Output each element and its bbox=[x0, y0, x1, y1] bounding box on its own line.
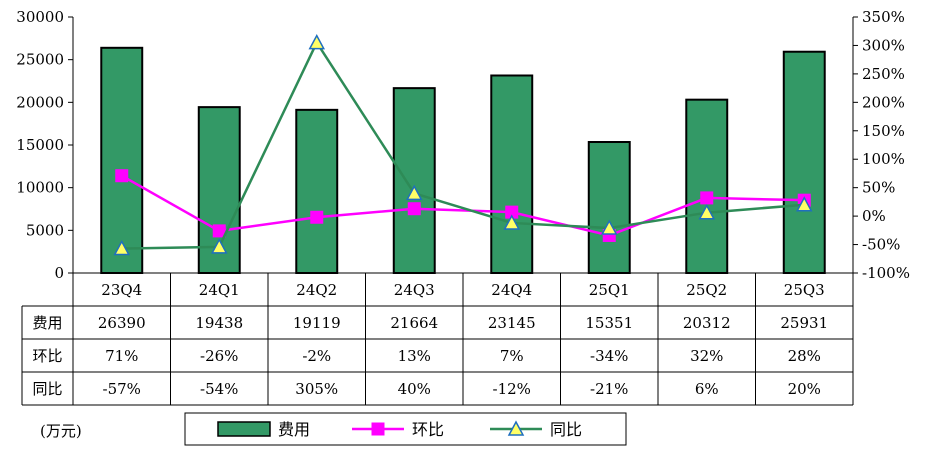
point-同比-23Q4 bbox=[113, 239, 131, 256]
table-cell: 6% bbox=[695, 380, 719, 398]
point-环比-24Q2 bbox=[310, 210, 324, 224]
table-cell: -2% bbox=[302, 347, 331, 365]
y-right-tick-label: 50% bbox=[862, 179, 895, 197]
table-cell: -57% bbox=[103, 380, 141, 398]
y-left-tick-label: 15000 bbox=[16, 136, 64, 154]
point-环比-25Q2 bbox=[700, 191, 714, 205]
table-row-label: 环比 bbox=[32, 347, 62, 365]
table-cell: 21664 bbox=[390, 314, 438, 332]
table-cell: 305% bbox=[295, 380, 338, 398]
point-同比-24Q3 bbox=[405, 184, 423, 201]
y-right-tick-label: 0% bbox=[862, 207, 886, 225]
legend-label: 同比 bbox=[550, 420, 582, 439]
bar-24Q3 bbox=[392, 87, 436, 274]
category-label: 25Q3 bbox=[784, 281, 825, 299]
bar-25Q2 bbox=[685, 98, 729, 275]
y-left-tick-label: 0 bbox=[54, 264, 64, 282]
table-cell: -12% bbox=[493, 380, 531, 398]
y-right-tick-label: 250% bbox=[862, 65, 905, 83]
table-cell: 19119 bbox=[293, 314, 341, 332]
bar-25Q1 bbox=[587, 141, 631, 274]
y-right-tick-label: 300% bbox=[862, 36, 905, 54]
y-right-tick-label: 100% bbox=[862, 150, 905, 168]
unit-label: (万元) bbox=[40, 422, 82, 440]
category-label: 25Q2 bbox=[686, 281, 727, 299]
table-cell: 20312 bbox=[683, 314, 731, 332]
table-cell: -54% bbox=[200, 380, 238, 398]
legend-marker-triangle bbox=[507, 420, 525, 436]
y-right-tick-label: 150% bbox=[862, 122, 905, 140]
table-row-label: 同比 bbox=[32, 380, 62, 398]
line-同比 bbox=[121, 40, 805, 250]
point-同比-24Q4 bbox=[503, 214, 521, 230]
y-left-tick-label: 5000 bbox=[26, 221, 64, 239]
legend-marker-square bbox=[371, 422, 385, 436]
y-left-tick-label: 10000 bbox=[16, 179, 64, 197]
table-cell: 71% bbox=[105, 347, 138, 365]
table-cell: 40% bbox=[398, 380, 431, 398]
table-row-label: 费用 bbox=[32, 314, 62, 332]
bar-24Q4 bbox=[490, 74, 534, 274]
bar-24Q2 bbox=[295, 108, 339, 274]
lines-layer bbox=[113, 34, 813, 256]
legend-swatch-bar bbox=[217, 421, 271, 437]
point-环比-24Q1 bbox=[212, 224, 226, 238]
category-label: 24Q1 bbox=[199, 281, 240, 299]
y-left-tick-label: 20000 bbox=[16, 93, 64, 111]
table-cell: 7% bbox=[500, 347, 524, 365]
table-cell: 13% bbox=[398, 347, 431, 365]
category-label: 23Q4 bbox=[101, 281, 142, 299]
y-right-tick-label: 350% bbox=[862, 8, 905, 26]
category-label: 24Q2 bbox=[296, 281, 337, 299]
table-cell: 23145 bbox=[488, 314, 536, 332]
y-left-tick-label: 25000 bbox=[16, 51, 64, 69]
y-left-tick-label: 30000 bbox=[16, 8, 64, 26]
point-环比-23Q4 bbox=[115, 169, 129, 183]
table-cell: 15351 bbox=[585, 314, 633, 332]
bar-23Q4 bbox=[100, 46, 144, 275]
table-cell: 26390 bbox=[98, 314, 146, 332]
y-right-tick-label: -50% bbox=[862, 236, 900, 254]
table-cell: 32% bbox=[690, 347, 723, 365]
table-cell: 28% bbox=[788, 347, 821, 365]
table-cell: 20% bbox=[788, 380, 821, 398]
point-同比-25Q1 bbox=[600, 219, 618, 235]
axes-layer: 0 5000 10000 15000 20000 25000 30000 -100% -50% 0… bbox=[16, 8, 910, 282]
category-label: 24Q3 bbox=[394, 281, 435, 299]
table-cell: -21% bbox=[590, 380, 628, 398]
table-cell: -34% bbox=[590, 347, 628, 365]
category-label: 24Q4 bbox=[491, 281, 532, 299]
point-同比-24Q1 bbox=[210, 238, 228, 254]
y-right-tick-label: 200% bbox=[862, 93, 905, 111]
table-cell: -26% bbox=[200, 347, 238, 365]
point-同比-24Q2 bbox=[308, 34, 326, 50]
point-同比-25Q3 bbox=[795, 196, 813, 212]
line-环比 bbox=[121, 174, 805, 237]
category-label: 25Q1 bbox=[589, 281, 630, 299]
legend: 费用 环比 同比 bbox=[184, 412, 627, 446]
point-环比-24Q3 bbox=[407, 202, 421, 216]
point-同比-25Q2 bbox=[698, 204, 716, 220]
bar-25Q3 bbox=[782, 50, 826, 274]
table-cell: 25931 bbox=[780, 314, 828, 332]
data-table: 23Q4 24Q1 24Q2 24Q3 24Q4 25Q1 25Q2 25Q3 费用 26390 1… bbox=[21, 272, 854, 406]
y-right-tick-label: -100% bbox=[862, 264, 910, 282]
legend-label: 环比 bbox=[412, 420, 444, 439]
bars-layer bbox=[100, 46, 826, 275]
table-cell: 19438 bbox=[195, 314, 243, 332]
point-环比-24Q4 bbox=[505, 205, 519, 219]
legend-label: 费用 bbox=[278, 420, 310, 439]
